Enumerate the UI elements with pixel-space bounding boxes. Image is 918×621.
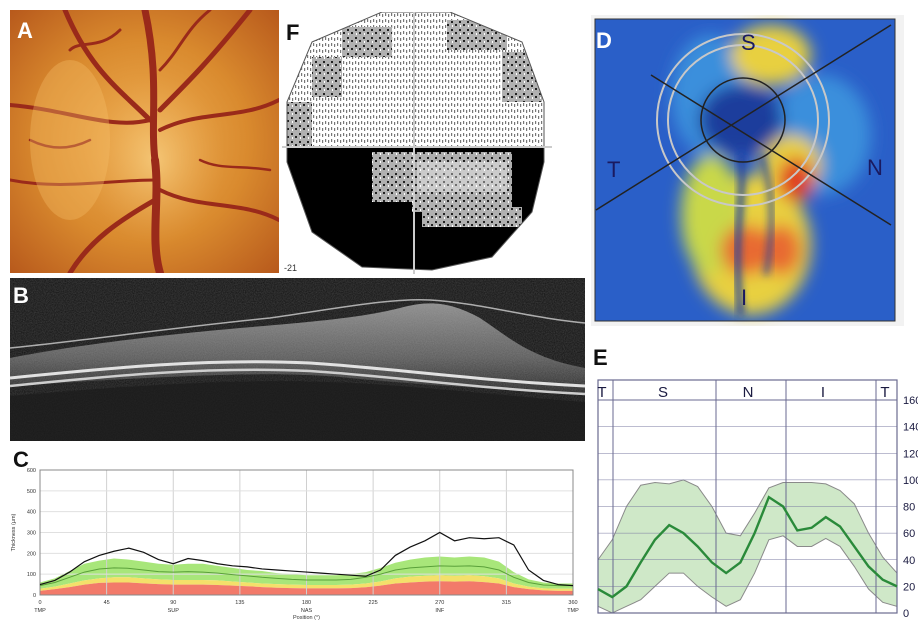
visual-field-corner-value: -21 <box>284 263 297 273</box>
panel-label-f: F <box>286 20 300 45</box>
y-tick-label: 300 <box>27 531 36 537</box>
panel-label-d: D <box>596 28 612 53</box>
graph-frame <box>597 379 898 614</box>
x-tick-label: 45 <box>104 600 110 606</box>
sector-label: T <box>597 384 606 401</box>
panel-label-b: B <box>13 283 29 308</box>
y-tick-label: 20 <box>903 581 915 593</box>
y-axis-label: Thickness (µm) <box>11 513 17 551</box>
y-tick-label: 400 <box>27 510 36 516</box>
panel-e-tsnit-graph: T S N I T 160 140 120 100 80 60 40 20 0 E <box>591 345 918 621</box>
sector-label: TMP <box>34 608 46 614</box>
panel-b-oct-scan: B <box>10 278 585 441</box>
panel-d-rnfl-map: S T N I D <box>591 15 904 326</box>
sector-label: S <box>658 384 668 401</box>
sector-label: N <box>743 384 754 401</box>
tsnit-normative-graph: T S N I T 160 140 120 100 80 60 40 20 0 <box>597 379 918 620</box>
y-tick-label: 80 <box>903 502 915 514</box>
quadrant-label-temporal: T <box>607 157 620 182</box>
sector-label: SUP <box>168 608 180 614</box>
measured-thickness-line <box>39 531 574 587</box>
panel-a-fundus-photo: A <box>10 10 279 273</box>
fundus-image <box>10 10 279 273</box>
y-tick-label: 100 <box>903 475 918 487</box>
x-tick-label: 225 <box>369 600 378 606</box>
y-tick-label: 40 <box>903 555 915 567</box>
plot-frame <box>39 469 574 596</box>
y-tick-label: 200 <box>27 551 36 557</box>
x-tick-label: 0 <box>38 600 41 606</box>
y-tick-label: 160 <box>903 395 918 407</box>
y-tick-label: 60 <box>903 528 915 540</box>
panel-label-c: C <box>13 447 29 472</box>
tsnit-thickness-chart: 0 45 90 135 180 225 270 315 360 0 100 200 300 400 500 6… <box>11 468 579 621</box>
sector-label: INF <box>435 608 445 614</box>
sector-label: I <box>821 384 825 401</box>
quadrant-label-inferior: I <box>741 285 747 310</box>
panel-f-visual-field: -21 F <box>282 12 552 274</box>
y-tick-label: 500 <box>27 489 36 495</box>
x-tick-label: 90 <box>170 600 176 606</box>
x-axis-label: Position (°) <box>293 615 320 621</box>
x-tick-label: 270 <box>435 600 444 606</box>
panel-c-tsnit-plot: 0 45 90 135 180 225 270 315 360 0 100 200 300 400 500 6… <box>10 445 585 621</box>
sector-label: NAS <box>301 608 313 614</box>
sector-label: TMP <box>567 608 579 614</box>
panel-label-a: A <box>17 18 33 43</box>
sector-label: T <box>880 384 889 401</box>
x-tick-label: 315 <box>502 600 511 606</box>
y-tick-label: 100 <box>27 572 36 578</box>
y-tick-label: 140 <box>903 422 918 434</box>
panel-label-e: E <box>593 345 608 370</box>
y-tick-label: 0 <box>33 593 36 599</box>
mean-thickness-line <box>597 495 898 599</box>
oct-bscan-image <box>10 278 585 441</box>
quadrant-label-superior: S <box>741 30 756 55</box>
x-tick-label: 180 <box>302 600 311 606</box>
x-tick-label: 135 <box>235 600 244 606</box>
y-tick-label: 120 <box>903 448 918 460</box>
quadrant-label-nasal: N <box>867 155 883 180</box>
rnfl-thickness-map: S T N I <box>594 18 896 322</box>
y-tick-label: 0 <box>903 608 909 620</box>
visual-field-map: -21 <box>282 12 552 274</box>
y-tick-label: 600 <box>27 468 36 474</box>
normal-mean-line <box>39 565 573 587</box>
x-tick-label: 360 <box>568 600 577 606</box>
